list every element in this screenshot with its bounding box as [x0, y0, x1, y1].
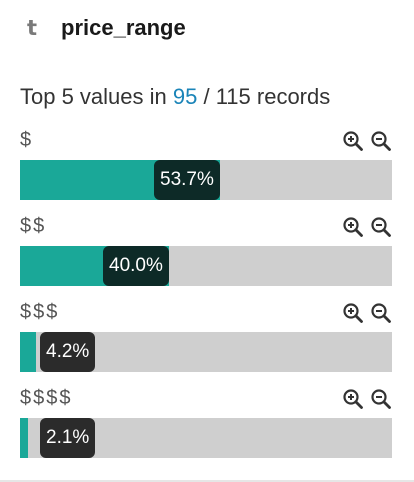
zoom-out-icon[interactable]: [370, 216, 392, 238]
value-row: $$$$ 2.1%: [20, 386, 392, 458]
field-name: price_range: [61, 14, 186, 42]
percent-badge: 4.2%: [40, 332, 95, 372]
value-bar-fill: [20, 418, 28, 458]
value-bar[interactable]: 4.2%: [20, 332, 392, 372]
summary-prefix: Top 5 values in: [20, 84, 173, 109]
value-label: $: [20, 128, 33, 152]
record-count-link[interactable]: 95: [173, 84, 197, 109]
top-values-summary: Top 5 values in 95 / 115 records: [20, 84, 330, 110]
value-actions: [342, 216, 392, 238]
value-row: $ 53.7%: [20, 128, 392, 200]
zoom-in-icon[interactable]: [342, 216, 364, 238]
value-row: $$$ 4.2%: [20, 300, 392, 372]
field-header: t price_range: [20, 14, 186, 42]
zoom-out-icon[interactable]: [370, 302, 392, 324]
zoom-in-icon[interactable]: [342, 388, 364, 410]
zoom-in-icon[interactable]: [342, 130, 364, 152]
percent-badge: 53.7%: [154, 160, 220, 200]
zoom-in-icon[interactable]: [342, 302, 364, 324]
percent-badge: 40.0%: [103, 246, 169, 286]
value-bar[interactable]: 2.1%: [20, 418, 392, 458]
value-row: $$ 40.0%: [20, 214, 392, 286]
value-label: $$: [20, 214, 46, 238]
value-label: $$$$: [20, 386, 73, 410]
zoom-out-icon[interactable]: [370, 130, 392, 152]
value-bar[interactable]: 53.7%: [20, 160, 392, 200]
percent-badge: 2.1%: [40, 418, 95, 458]
value-actions: [342, 302, 392, 324]
value-actions: [342, 130, 392, 152]
value-label: $$$: [20, 300, 59, 324]
value-bar-fill: [20, 332, 36, 372]
value-actions: [342, 388, 392, 410]
summary-suffix: / 115 records: [197, 84, 330, 109]
zoom-out-icon[interactable]: [370, 388, 392, 410]
text-type-icon: t: [20, 14, 44, 42]
value-bar[interactable]: 40.0%: [20, 246, 392, 286]
